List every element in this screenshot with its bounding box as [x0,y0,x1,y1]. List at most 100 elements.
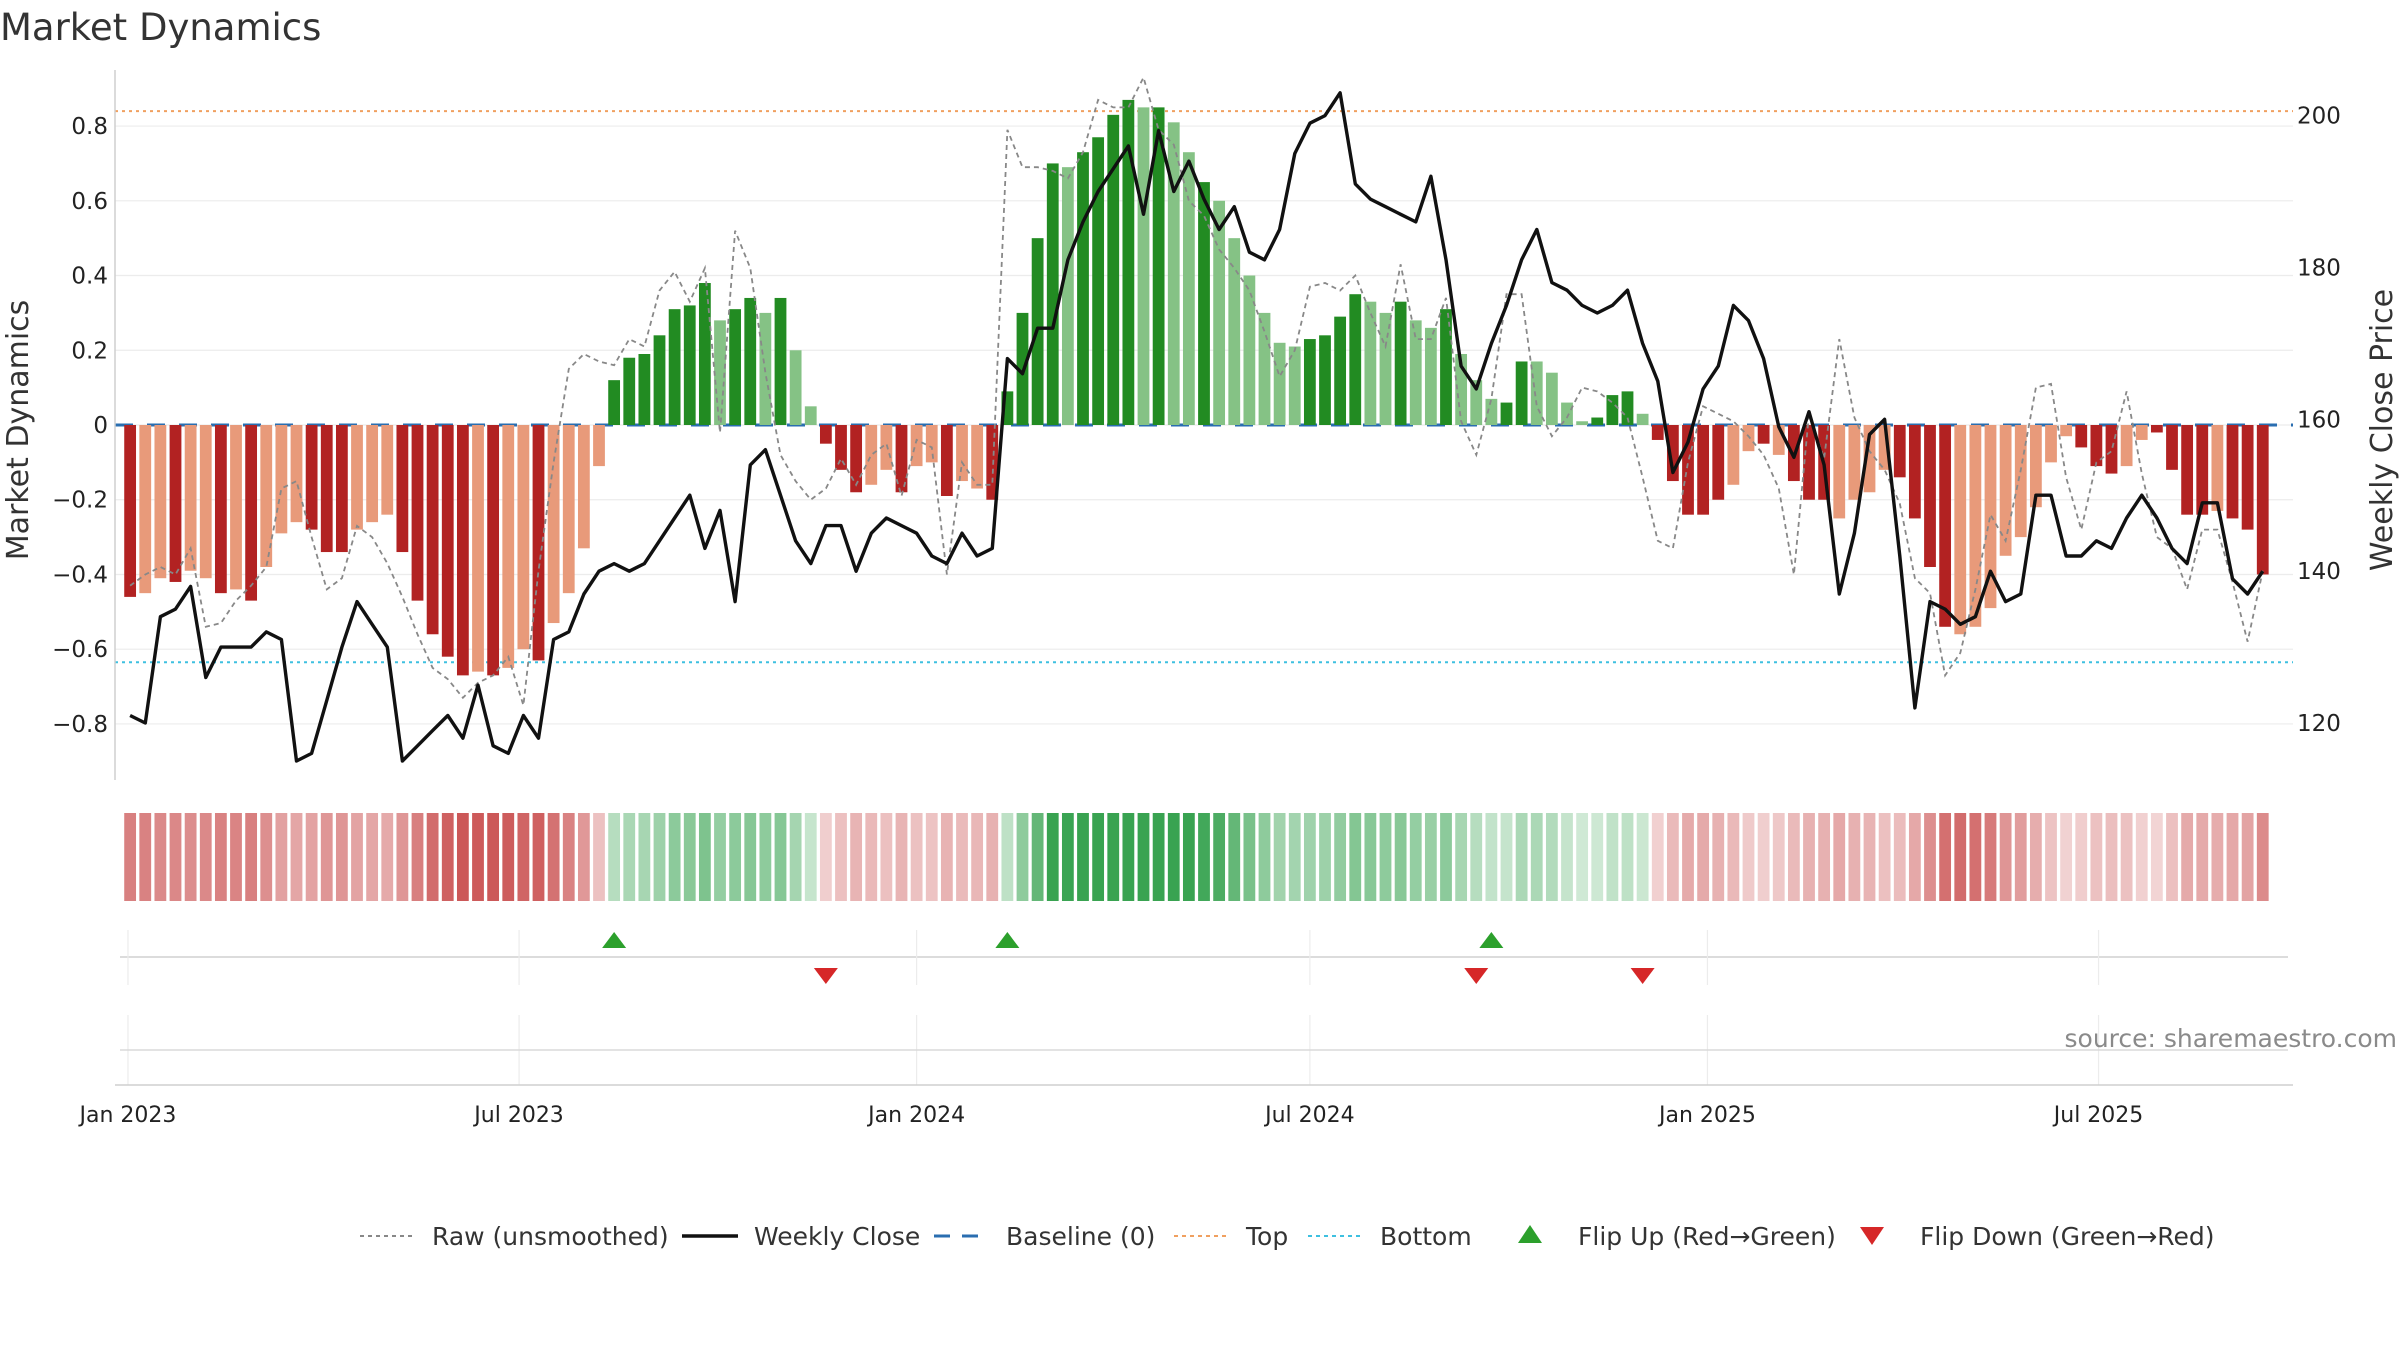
bar-8 [245,425,258,601]
legend-flip_down-swatch [1860,1227,1884,1245]
regime-cell-135 [2166,813,2178,901]
bar-135 [2166,425,2178,470]
legend-baseline-label: Baseline (0) [1006,1222,1155,1251]
regime-cell-96 [1576,813,1589,901]
bar-130 [2090,425,2103,467]
bar-11 [290,425,303,523]
regime-cell-44 [789,813,802,901]
regime-cell-80 [1334,813,1347,901]
bar-38 [698,283,711,425]
regime-cell-36 [668,813,681,901]
bar-74 [1243,275,1256,425]
bar-101 [1651,425,1664,440]
bar-64 [1092,137,1105,425]
regime-cell-32 [608,813,621,901]
regime-cell-103 [1682,813,1694,901]
legend-bottom-label: Bottom [1380,1222,1472,1251]
x-tick-label-4: Jan 2025 [1657,1103,1756,1128]
regime-cell-109 [1772,813,1785,901]
bar-139 [2226,425,2239,519]
regime-cell-19 [411,813,424,901]
flip-up-marker-4 [1479,932,1504,948]
y-tick-label-0: 0.8 [71,114,108,140]
regime-cell-71 [1198,813,1210,901]
flip-down-marker-5 [1630,968,1655,984]
bar-132 [2120,425,2133,467]
bar-5 [199,425,212,579]
bar-91 [1500,402,1513,425]
bar-48 [850,425,863,493]
bar-43 [774,297,787,425]
regime-cell-121 [1954,813,1967,901]
regime-cell-85 [1409,813,1422,901]
bar-102 [1666,425,1679,482]
regime-cell-53 [925,813,938,901]
bar-103 [1682,425,1694,515]
regime-cell-12 [305,813,318,901]
y-tick-label-1: 0.6 [71,189,108,215]
bar-78 [1303,339,1316,425]
bar-56 [971,425,984,489]
y-axis-label: Market Dynamics [1,300,36,561]
regime-cell-66 [1122,813,1135,901]
bar-63 [1077,152,1089,426]
regime-cell-90 [1485,813,1498,901]
regime-cell-21 [441,813,454,901]
bar-119 [1924,425,1936,567]
regime-cell-0 [124,813,137,901]
regime-cell-8 [245,813,258,901]
regime-cell-82 [1364,813,1377,901]
regime-cell-15 [351,813,363,901]
bar-92 [1515,361,1528,425]
y-tick-label-6: −0.4 [52,562,108,588]
regime-cell-112 [1818,813,1831,901]
axes: 0.8 0.6 0.4 0.2 0 −0.2 −0.4 −0.6 −0.8 200 180 160 14… [52,70,2341,780]
regime-cell-17 [381,813,394,901]
regime-cell-136 [2181,813,2194,901]
y-tick-label-7: −0.6 [52,637,108,663]
bar-127 [2045,425,2057,463]
bar-35 [653,335,666,425]
regime-cell-28 [547,813,560,901]
flip-up-marker-2 [995,932,1020,948]
regime-cell-99 [1621,813,1634,901]
regime-cell-116 [1878,813,1891,901]
regime-cell-64 [1092,813,1105,901]
bar-109 [1772,425,1785,455]
bar-131 [2105,425,2118,474]
bar-100 [1636,413,1649,425]
bar-10 [275,425,288,534]
regime-cell-48 [850,813,863,901]
bar-117 [1893,425,1906,478]
regime-cell-37 [683,813,696,901]
bar-140 [2241,425,2254,530]
regime-cell-42 [759,813,772,901]
regime-cell-119 [1924,813,1936,901]
regime-cell-69 [1167,813,1180,901]
bar-85 [1409,320,1422,425]
bar-30 [577,425,590,549]
bar-141 [2256,425,2269,575]
bar-81 [1349,294,1362,425]
regime-cell-2 [154,813,167,901]
regime-cell-60 [1031,813,1044,901]
bar-62 [1061,167,1074,425]
legend-top-label: Top [1245,1222,1288,1251]
regime-cell-124 [1999,813,2012,901]
bar-80 [1334,316,1347,425]
bar-55 [956,425,968,482]
bar-36 [668,309,681,425]
x-tick-label-5: Jul 2025 [2052,1103,2144,1128]
bar-120 [1939,425,1952,627]
regime-cell-127 [2045,813,2057,901]
regime-cell-3 [169,813,182,901]
x-tick-label-3: Jul 2024 [1263,1103,1355,1128]
regime-cell-132 [2120,813,2133,901]
regime-cell-88 [1455,813,1468,901]
bar-47 [835,425,847,470]
regime-cell-34 [638,813,651,901]
regime-cell-43 [774,813,787,901]
regime-cell-39 [714,813,726,901]
x-tick-label-2: Jan 2024 [866,1103,965,1128]
